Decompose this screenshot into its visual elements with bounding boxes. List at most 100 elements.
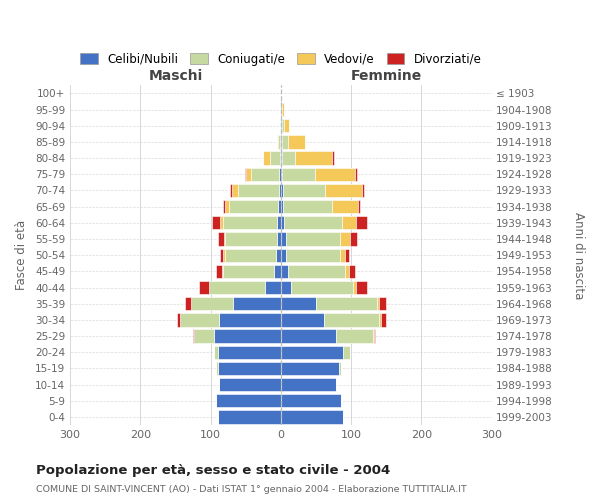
Bar bbox=[286, 232, 340, 245]
Bar bbox=[316, 297, 377, 310]
Bar bbox=[353, 281, 356, 294]
Bar bbox=[281, 297, 316, 310]
Bar bbox=[281, 410, 343, 424]
Bar bbox=[356, 281, 367, 294]
Bar bbox=[238, 184, 279, 197]
Bar bbox=[281, 362, 339, 375]
Bar bbox=[281, 152, 282, 165]
Bar bbox=[288, 136, 305, 148]
Bar bbox=[219, 378, 281, 392]
Bar bbox=[177, 314, 181, 326]
Bar bbox=[220, 248, 223, 262]
Text: Popolazione per età, sesso e stato civile - 2004: Popolazione per età, sesso e stato civil… bbox=[36, 464, 390, 477]
Bar bbox=[269, 152, 280, 165]
Bar bbox=[325, 314, 379, 326]
Bar bbox=[251, 168, 280, 181]
Bar bbox=[282, 152, 295, 165]
Bar bbox=[380, 314, 386, 326]
Bar bbox=[277, 136, 278, 148]
Bar bbox=[282, 168, 315, 181]
Bar bbox=[245, 168, 246, 181]
Bar bbox=[281, 168, 282, 181]
Bar bbox=[346, 248, 349, 262]
Bar bbox=[379, 297, 386, 310]
Bar bbox=[280, 119, 281, 132]
Bar bbox=[194, 330, 214, 343]
Bar bbox=[214, 330, 281, 343]
Bar bbox=[209, 281, 265, 294]
Bar bbox=[218, 362, 281, 375]
Bar bbox=[224, 232, 226, 245]
Bar bbox=[377, 297, 379, 310]
Legend: Celibi/Nubili, Coniugati/e, Vedovi/e, Divorziati/e: Celibi/Nubili, Coniugati/e, Vedovi/e, Di… bbox=[78, 50, 484, 68]
Bar bbox=[340, 248, 346, 262]
Bar bbox=[281, 330, 335, 343]
Text: Femmine: Femmine bbox=[350, 69, 422, 83]
Bar bbox=[281, 378, 335, 392]
Bar bbox=[373, 330, 374, 343]
Bar bbox=[278, 136, 280, 148]
Bar bbox=[223, 265, 274, 278]
Bar bbox=[315, 168, 355, 181]
Bar bbox=[277, 216, 281, 230]
Bar bbox=[280, 152, 281, 165]
Bar bbox=[214, 346, 218, 359]
Bar bbox=[185, 297, 191, 310]
Bar bbox=[281, 136, 282, 148]
Bar bbox=[219, 314, 281, 326]
Bar bbox=[362, 184, 364, 197]
Bar bbox=[284, 216, 342, 230]
Bar bbox=[224, 248, 276, 262]
Bar bbox=[279, 184, 281, 197]
Bar bbox=[283, 200, 332, 213]
Bar bbox=[346, 265, 349, 278]
Y-axis label: Fasce di età: Fasce di età bbox=[15, 220, 28, 290]
Bar bbox=[226, 200, 229, 213]
Bar bbox=[281, 103, 282, 116]
Y-axis label: Anni di nascita: Anni di nascita bbox=[572, 212, 585, 299]
Bar bbox=[355, 168, 358, 181]
Bar bbox=[340, 232, 350, 245]
Bar bbox=[292, 281, 353, 294]
Bar bbox=[233, 297, 281, 310]
Bar bbox=[212, 216, 220, 230]
Bar bbox=[339, 362, 341, 375]
Bar bbox=[283, 184, 325, 197]
Bar bbox=[284, 119, 289, 132]
Bar bbox=[379, 314, 380, 326]
Bar bbox=[223, 216, 277, 230]
Bar bbox=[358, 200, 360, 213]
Bar bbox=[229, 200, 278, 213]
Bar bbox=[281, 265, 288, 278]
Bar bbox=[246, 168, 251, 181]
Bar bbox=[282, 119, 284, 132]
Bar bbox=[216, 265, 222, 278]
Bar bbox=[281, 346, 343, 359]
Bar bbox=[263, 152, 269, 165]
Bar bbox=[265, 281, 281, 294]
Bar bbox=[286, 248, 340, 262]
Bar bbox=[281, 216, 284, 230]
Bar bbox=[181, 314, 219, 326]
Bar bbox=[282, 136, 288, 148]
Bar bbox=[278, 200, 281, 213]
Bar bbox=[332, 152, 334, 165]
Text: Maschi: Maschi bbox=[148, 69, 203, 83]
Bar bbox=[281, 200, 283, 213]
Bar bbox=[281, 394, 341, 407]
Bar bbox=[199, 281, 209, 294]
Bar bbox=[374, 330, 375, 343]
Bar bbox=[277, 232, 281, 245]
Bar bbox=[216, 394, 281, 407]
Bar bbox=[280, 168, 281, 181]
Bar bbox=[281, 232, 286, 245]
Bar bbox=[325, 184, 362, 197]
Bar bbox=[223, 248, 224, 262]
Bar bbox=[281, 248, 286, 262]
Bar bbox=[218, 410, 281, 424]
Bar bbox=[288, 265, 346, 278]
Bar bbox=[276, 248, 281, 262]
Bar bbox=[193, 330, 194, 343]
Bar bbox=[332, 200, 358, 213]
Bar bbox=[274, 265, 281, 278]
